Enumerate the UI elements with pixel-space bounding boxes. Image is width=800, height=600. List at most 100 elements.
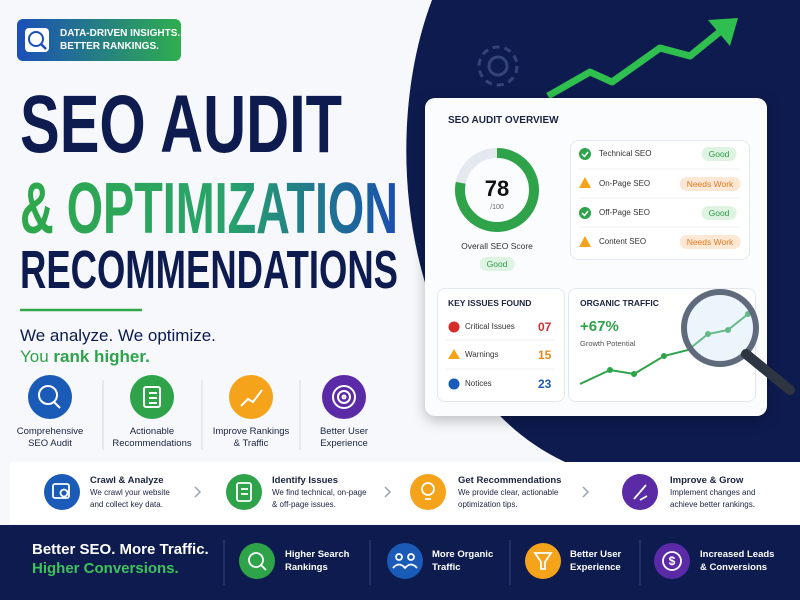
headline-line: RECOMMENDATIONS (20, 240, 398, 300)
shape (229, 375, 273, 419)
shape (708, 18, 738, 46)
text: Increased Leads (700, 549, 775, 560)
step: Crawl & Analyze We crawl your website and … (90, 475, 170, 511)
panel-title: SEO AUDIT OVERVIEW (448, 115, 559, 126)
shape (448, 321, 460, 333)
shape (226, 474, 262, 510)
text: Actionable (129, 426, 175, 437)
text: Implement changes and (670, 488, 756, 497)
shape (448, 378, 460, 390)
text: SEO Audit (28, 438, 72, 449)
shape (10, 462, 800, 524)
text: Improve & Grow (670, 475, 744, 486)
shape (579, 148, 591, 160)
shape (579, 236, 591, 247)
shape (582, 486, 590, 498)
shape (53, 401, 61, 409)
text: & Conversions (700, 562, 768, 573)
shape (248, 552, 264, 568)
tagline-text: You (20, 347, 49, 366)
shape (579, 207, 591, 219)
shape (143, 386, 161, 408)
headline-line: SEO AUDIT (20, 79, 342, 170)
check-name: Content SEO (599, 237, 647, 246)
shape (448, 349, 460, 359)
shape (17, 19, 181, 61)
score-max: /100 (490, 204, 504, 211)
score-caption: Overall SEO Score (461, 241, 533, 251)
benefit: Higher Search Rankings (285, 548, 349, 574)
text: We crawl your website (90, 488, 170, 497)
shape (661, 353, 667, 359)
shape (410, 474, 446, 510)
shape (725, 327, 731, 333)
text: Rankings (285, 562, 328, 573)
text: Comprehensive (16, 426, 84, 437)
shape (240, 389, 263, 407)
shape (332, 385, 356, 409)
traffic-box (568, 288, 756, 402)
shape (487, 55, 509, 77)
benefit: More Organic Traffic (432, 548, 493, 574)
shape (38, 385, 356, 409)
shape (705, 331, 711, 337)
shape (223, 540, 641, 585)
shape (239, 543, 275, 579)
text: Higher Search (285, 549, 350, 560)
text: Improve Rankings (212, 426, 290, 437)
text: More Organic (432, 549, 494, 560)
status-pill: Good (701, 147, 737, 161)
text: Better SEO. More Traffic. (32, 541, 209, 558)
headline: SEO AUDIT & OPTIMIZATION RECOMMENDATIONS (20, 79, 398, 300)
status-pill: Needs Work (679, 235, 741, 249)
shape (52, 482, 648, 502)
shape (322, 375, 366, 419)
status-pill: Needs Work (679, 177, 741, 191)
shape (407, 553, 415, 561)
step: Improve & Grow Implement changes and achie… (670, 475, 755, 511)
shape (421, 482, 435, 496)
shape (44, 474, 80, 510)
shape (38, 385, 58, 405)
text: Better User (319, 426, 369, 437)
traffic-art (579, 289, 795, 395)
shape (395, 553, 403, 561)
shape (662, 551, 682, 571)
benefit: Better User Experience (570, 548, 621, 574)
badge-line: DATA-DRIVEN INSIGHTS. (60, 28, 181, 39)
shape (631, 371, 637, 377)
issue-name: Warnings (465, 350, 499, 359)
traffic-change: +67% (580, 318, 619, 335)
feature: Improve Rankings & Traffic (203, 426, 299, 450)
text: achieve better rankings. (670, 500, 755, 509)
headline-line: & OPTIMIZATION (20, 169, 398, 249)
tagline-line: We analyze. We optimize. (20, 326, 216, 345)
shape (477, 45, 519, 87)
box-title: ORGANIC TRAFFIC (580, 298, 659, 308)
badge: DATA-DRIVEN INSIGHTS. BETTER RANKINGS. (60, 27, 180, 53)
shape (384, 486, 392, 498)
text: optimization tips. (458, 500, 518, 509)
issue-count: 15 (538, 348, 552, 362)
text: and collect key data. (90, 500, 163, 509)
text: Traffic (432, 562, 461, 573)
slogan: Better SEO. More Traffic. Higher Conversi… (32, 540, 209, 578)
check-name: On-Page SEO (599, 179, 651, 188)
shape (236, 482, 252, 502)
text: We find technical, on-page (272, 488, 367, 497)
shape: $ (669, 554, 676, 568)
text: Higher Conversions. (32, 560, 179, 577)
text: Get Recommendations (458, 475, 562, 486)
status-pill: Good (479, 257, 515, 271)
shape (741, 349, 795, 395)
shape (477, 45, 519, 87)
shape (52, 483, 70, 499)
shape (194, 486, 590, 498)
text: Crawl & Analyze (90, 475, 164, 486)
shape (28, 31, 44, 47)
score-arc (455, 148, 539, 232)
step: Identify Issues We find technical, on-pag… (272, 475, 367, 511)
shape (40, 43, 47, 50)
check-name: Off-Page SEO (599, 208, 650, 217)
shape (579, 177, 591, 188)
